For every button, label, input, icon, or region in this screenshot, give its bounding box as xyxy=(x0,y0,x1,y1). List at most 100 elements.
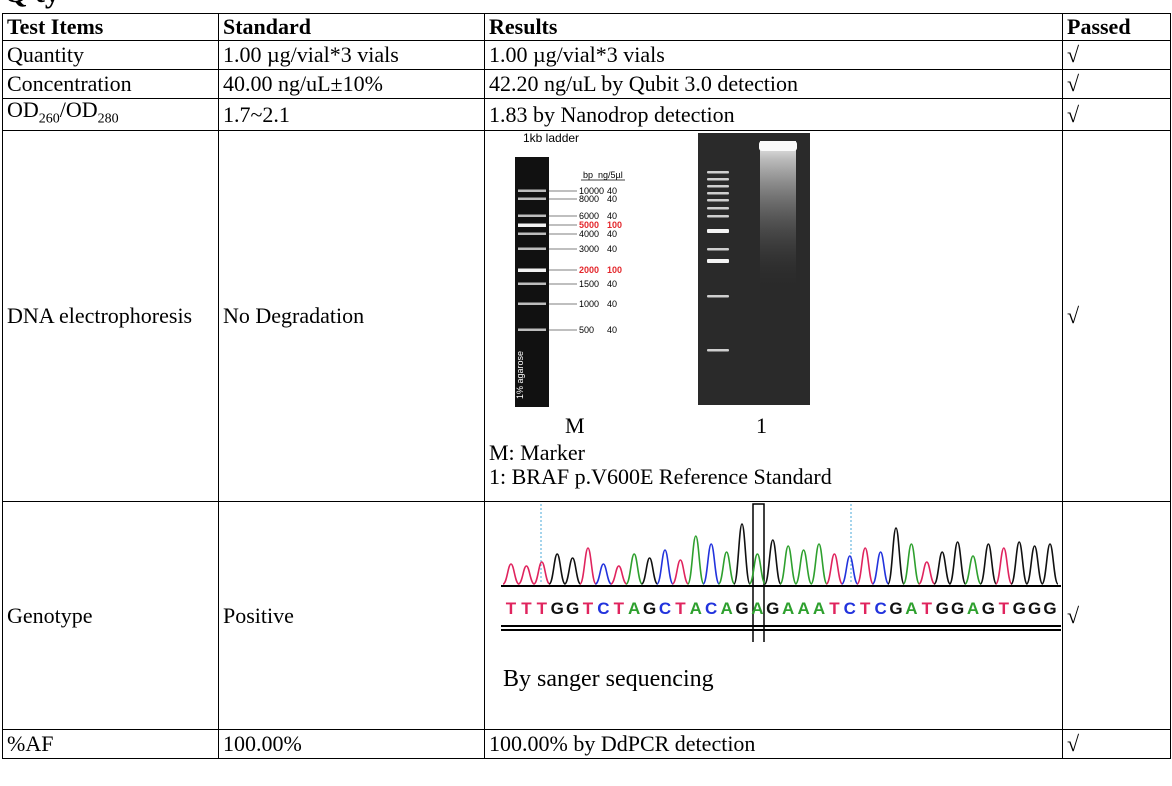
sample-dna-band xyxy=(759,141,797,152)
ladder-ng-label: 100 xyxy=(607,265,622,275)
lane-label-1: 1 xyxy=(756,413,767,439)
sequence-base: C xyxy=(874,599,886,618)
chromatogram-peak xyxy=(825,553,844,586)
chromatogram-peak xyxy=(1010,541,1028,586)
ladder-band xyxy=(518,214,546,218)
sequence-base: T xyxy=(860,599,871,618)
header-test-items: Test Items xyxy=(2,13,219,41)
marker-lane-band xyxy=(707,171,729,174)
sequence-base: T xyxy=(999,599,1010,618)
cell-result: 1.00 µg/vial*3 vials xyxy=(484,40,1063,70)
ladder-band xyxy=(518,197,546,201)
cell-passed: √ xyxy=(1062,69,1171,99)
ladder-ng-label: 40 xyxy=(607,244,617,254)
marker-lane-band xyxy=(707,178,729,181)
chromatogram-peak xyxy=(548,553,566,586)
ladder-ng-label: 40 xyxy=(607,229,617,239)
sequence-base: A xyxy=(628,599,640,618)
marker-lane-band xyxy=(707,295,729,298)
ladder-ng-label: 40 xyxy=(607,186,617,196)
header-results: Results xyxy=(484,13,1063,41)
sequence-base: T xyxy=(506,599,517,618)
chromatogram-peak xyxy=(640,557,659,586)
sequence-base: T xyxy=(922,599,933,618)
marker-lane-band xyxy=(707,349,729,352)
table-header-row: Test Items Standard Results Passed xyxy=(2,13,1171,41)
ladder-bp-label: 6000 xyxy=(579,211,599,221)
cell-passed: √ xyxy=(1062,130,1171,503)
sequence-base: G xyxy=(643,599,656,618)
chromatogram-peak xyxy=(948,541,967,586)
marker-lane-band xyxy=(707,259,729,264)
ladder-bp-label: 8000 xyxy=(579,194,599,204)
chromatogram-peak xyxy=(563,557,582,586)
chromatogram-peak xyxy=(594,563,612,586)
header-passed: Passed xyxy=(1062,13,1171,41)
chromatogram-peak xyxy=(702,543,720,586)
chromatogram-peak xyxy=(748,553,767,586)
chromatogram-peak xyxy=(764,539,782,586)
gel-col-ng: ng/5µl xyxy=(598,170,623,180)
ladder-band xyxy=(518,302,546,306)
table-row: %AF 100.00% 100.00% by DdPCR detection √ xyxy=(2,729,1171,760)
chromatogram-peak xyxy=(579,547,597,586)
chromatogram-peak xyxy=(871,551,890,586)
cell-passed: √ xyxy=(1062,40,1171,70)
sequence-base: T xyxy=(829,599,840,618)
marker-lane-band xyxy=(707,199,729,202)
cell-standard: No Degradation xyxy=(218,130,485,503)
chromatogram-peak xyxy=(610,565,628,586)
sequence-base: G xyxy=(551,599,564,618)
sequence-base: T xyxy=(583,599,594,618)
ladder-ng-label: 40 xyxy=(607,211,617,221)
marker-lane-band xyxy=(707,248,729,251)
marker-lane-band xyxy=(707,215,729,218)
ladder-bp-label: 4000 xyxy=(579,229,599,239)
cell-item: Concentration xyxy=(2,69,219,99)
sequence-base: G xyxy=(566,599,579,618)
cell-result: 100.00% by DdPCR detection xyxy=(484,729,1063,760)
gel-col-bp: bp xyxy=(583,170,593,180)
cell-item-od-ratio: OD260/OD280 xyxy=(2,97,219,132)
legend-sample: 1: BRAF p.V600E Reference Standard xyxy=(489,464,832,490)
chromatogram-peak xyxy=(687,535,705,586)
table-row: Quantity 1.00 µg/vial*3 vials 1.00 µg/vi… xyxy=(2,40,1171,70)
table-row: OD260/OD280 1.7~2.1 1.83 by Nanodrop det… xyxy=(2,97,1171,132)
chromatogram-peak xyxy=(918,561,936,586)
sequence-base: T xyxy=(614,599,625,618)
marker-lane-band xyxy=(707,207,729,210)
ladder-bp-label: 1000 xyxy=(579,299,599,309)
cell-standard: 1.00 µg/vial*3 vials xyxy=(218,40,485,70)
sample-dna-smear xyxy=(760,141,796,292)
agarose-label: 1% agarose xyxy=(515,351,525,399)
chromatogram-peak xyxy=(841,555,859,586)
cell-passed: √ xyxy=(1062,97,1171,132)
sequence-base: A xyxy=(967,599,979,618)
cell-item: DNA electrophoresis xyxy=(2,130,219,503)
cell-standard: 40.00 ng/uL±10% xyxy=(218,69,485,99)
sequence-base: A xyxy=(905,599,917,618)
section-heading: Q ty xyxy=(4,0,60,8)
chromatogram-peak xyxy=(1041,543,1059,586)
cell-standard: Positive xyxy=(218,501,485,731)
chromatogram-peak xyxy=(717,551,736,586)
cell-standard: 100.00% xyxy=(218,729,485,760)
ladder-band xyxy=(518,247,546,251)
sequence-base: A xyxy=(751,599,763,618)
chromatogram-peak xyxy=(656,549,674,586)
sequence-base: A xyxy=(782,599,794,618)
chromatogram-peak xyxy=(733,523,751,586)
chromatogram-peak xyxy=(502,563,520,586)
gel-ladder-title: 1kb ladder xyxy=(523,131,579,145)
sequence-base: A xyxy=(797,599,809,618)
ladder-ng-label: 40 xyxy=(607,194,617,204)
sequence-base: G xyxy=(766,599,779,618)
table-row: DNA electrophoresis No Degradation 1kb l… xyxy=(2,130,1171,503)
sequence-base: A xyxy=(690,599,702,618)
chromatogram-peak xyxy=(933,551,951,586)
ladder-band xyxy=(518,189,546,193)
table-row: Concentration 40.00 ng/uL±10% 42.20 ng/u… xyxy=(2,69,1171,99)
chromatogram-peak xyxy=(1025,545,1044,586)
